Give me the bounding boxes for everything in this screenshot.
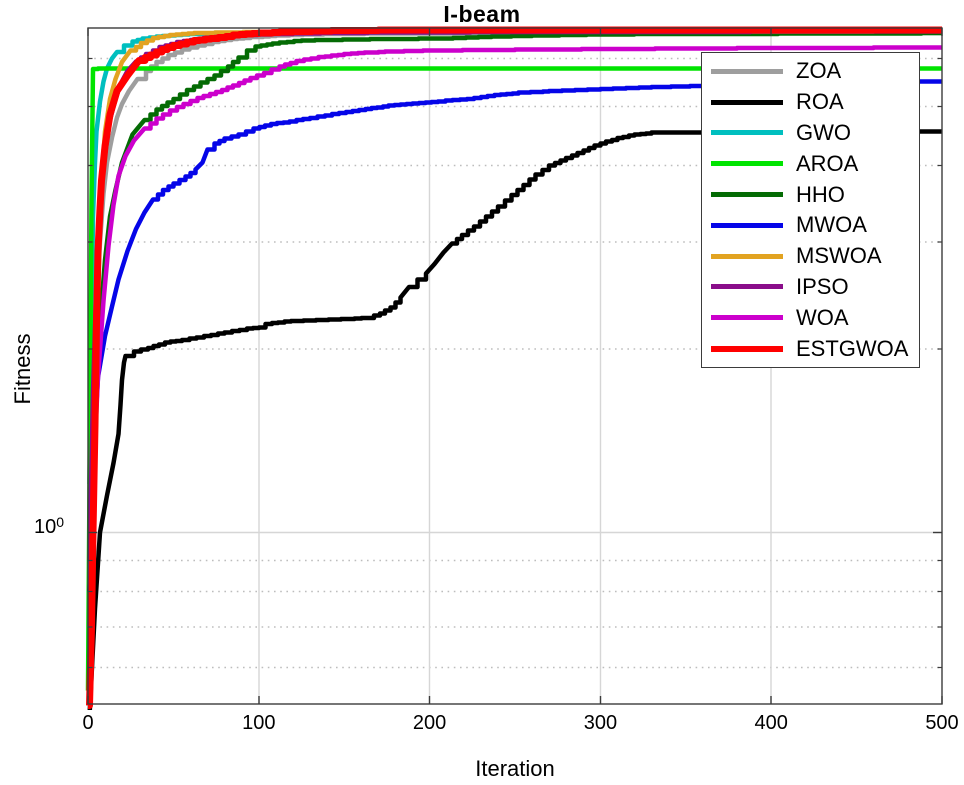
series-line-hho [87, 30, 942, 592]
legend-label: WOA [796, 304, 849, 330]
series-line-woa [87, 45, 942, 628]
legend-swatch-roa [711, 99, 783, 105]
legend-item-zoa: ZOA [702, 57, 919, 86]
legend-swatch-gwo [711, 130, 783, 136]
legend-swatch-estgwoa [711, 345, 783, 352]
y-tick-label: 100 [34, 514, 64, 539]
legend-label: MSWOA [796, 243, 882, 269]
legend-item-ipso: IPSO [702, 272, 919, 301]
chart-title: I-beam [443, 1, 521, 27]
legend-item-mswoa: MSWOA [702, 242, 919, 271]
y-tick-exponent: 0 [56, 514, 65, 530]
x-tick-label: 400 [754, 712, 788, 734]
legend-swatch-aroa [711, 161, 783, 167]
legend-swatch-ipso [711, 284, 783, 290]
y-tick-base: 10 [34, 516, 57, 538]
legend-item-mwoa: MWOA [702, 211, 919, 240]
x-tick-label: 200 [412, 712, 447, 734]
legend-label: GWO [796, 119, 851, 145]
x-tick-label: 100 [242, 712, 276, 734]
legend-label: IPSO [796, 273, 849, 299]
legend-item-roa: ROA [702, 88, 919, 117]
y-axis-label: Fitness [10, 333, 35, 405]
x-tick-label: 300 [583, 712, 618, 734]
legend-item-woa: WOA [702, 303, 919, 332]
legend-item-hho: HHO [702, 180, 919, 209]
legend-label: ROA [796, 89, 844, 115]
legend-swatch-mwoa [711, 222, 783, 228]
legend-swatch-woa [711, 315, 783, 321]
series-line-estgwoa [86, 26, 942, 709]
legend-label: MWOA [796, 212, 867, 238]
legend-label: ESTGWOA [796, 335, 909, 361]
legend-swatch-zoa [711, 68, 783, 74]
legend-item-estgwoa: ESTGWOA [702, 334, 919, 363]
axes-frame [87, 27, 943, 705]
x-axis-label: Iteration [475, 756, 555, 781]
legend: ZOA ROA GWO AROA HHO MWOA MSWOA IPSO WOA ESTGWOA [701, 52, 920, 368]
legend-label: HHO [796, 181, 845, 207]
legend-swatch-hho [711, 192, 783, 198]
legend-item-aroa: AROA [702, 149, 919, 178]
x-tick-label: 0 [82, 712, 94, 734]
legend-label: AROA [796, 150, 859, 176]
legend-item-gwo: GWO [702, 118, 919, 147]
legend-swatch-mswoa [711, 253, 783, 259]
x-tick-label: 500 [925, 712, 959, 734]
legend-label: ZOA [796, 58, 842, 84]
